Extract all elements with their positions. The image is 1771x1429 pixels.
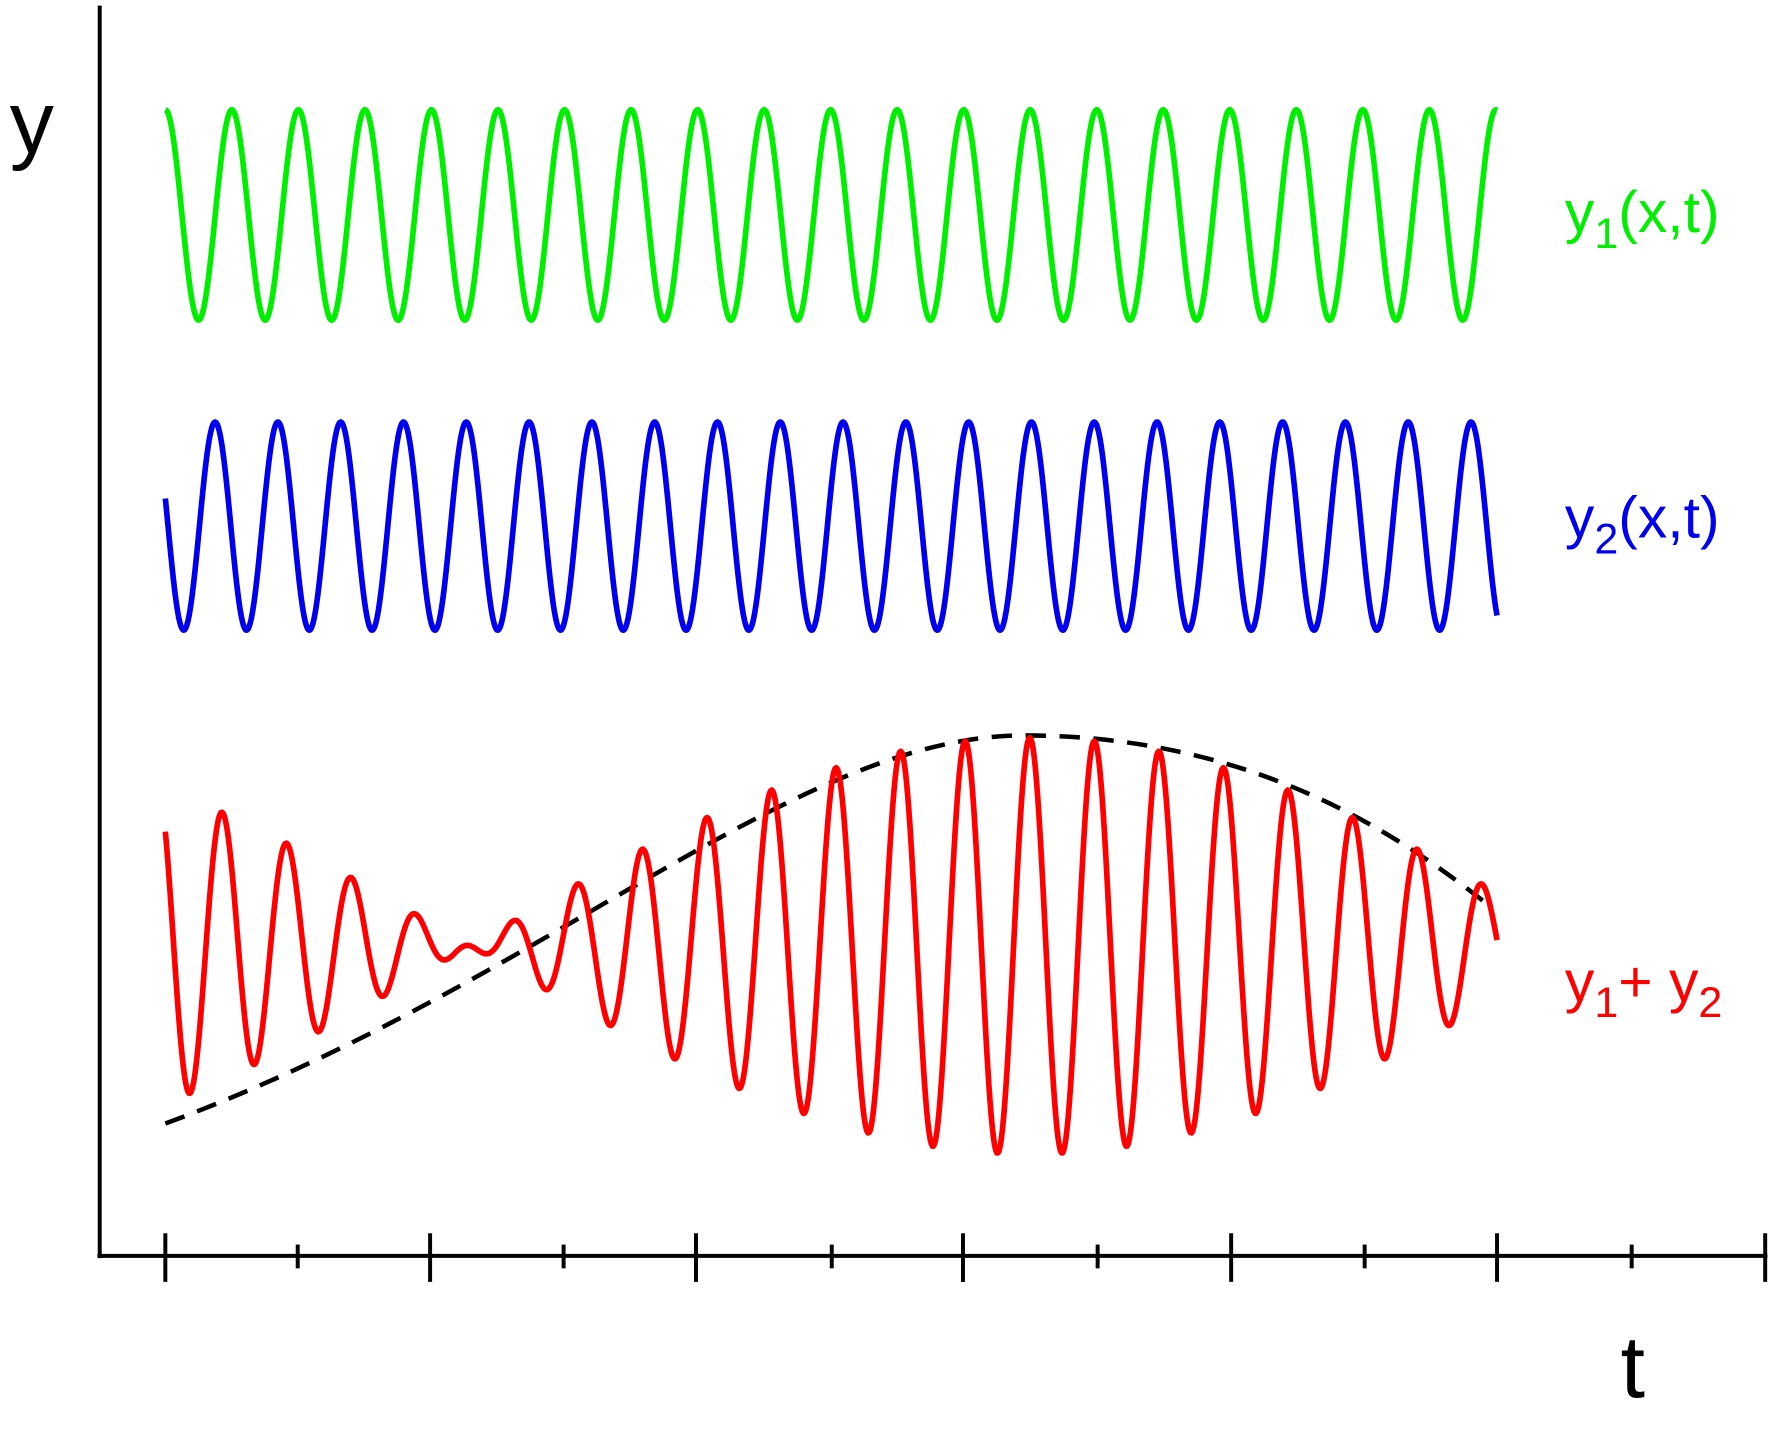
subscript: 2	[1594, 515, 1618, 563]
curve-label: y1+ y2	[1565, 949, 1722, 1027]
x-axis-label: t	[1621, 1317, 1646, 1416]
label-part: (x,t)	[1618, 180, 1719, 245]
label-part: (x,t)	[1618, 485, 1719, 550]
wave	[162, 419, 1500, 634]
label-part: y	[1565, 485, 1595, 550]
curve-label: y1(x,t)	[1565, 180, 1720, 258]
subscript: 1	[1594, 210, 1618, 258]
subscript: 1	[1594, 979, 1618, 1027]
envelope	[164, 733, 1493, 1126]
label-part: + y	[1618, 949, 1699, 1014]
subscript: 2	[1698, 979, 1722, 1027]
label-part: y	[1565, 949, 1595, 1014]
y-axis-label: y	[10, 73, 54, 172]
wave	[162, 734, 1500, 1156]
curve-label: y2(x,t)	[1565, 485, 1720, 563]
label-part: y	[1565, 180, 1595, 245]
wave	[163, 106, 1499, 324]
